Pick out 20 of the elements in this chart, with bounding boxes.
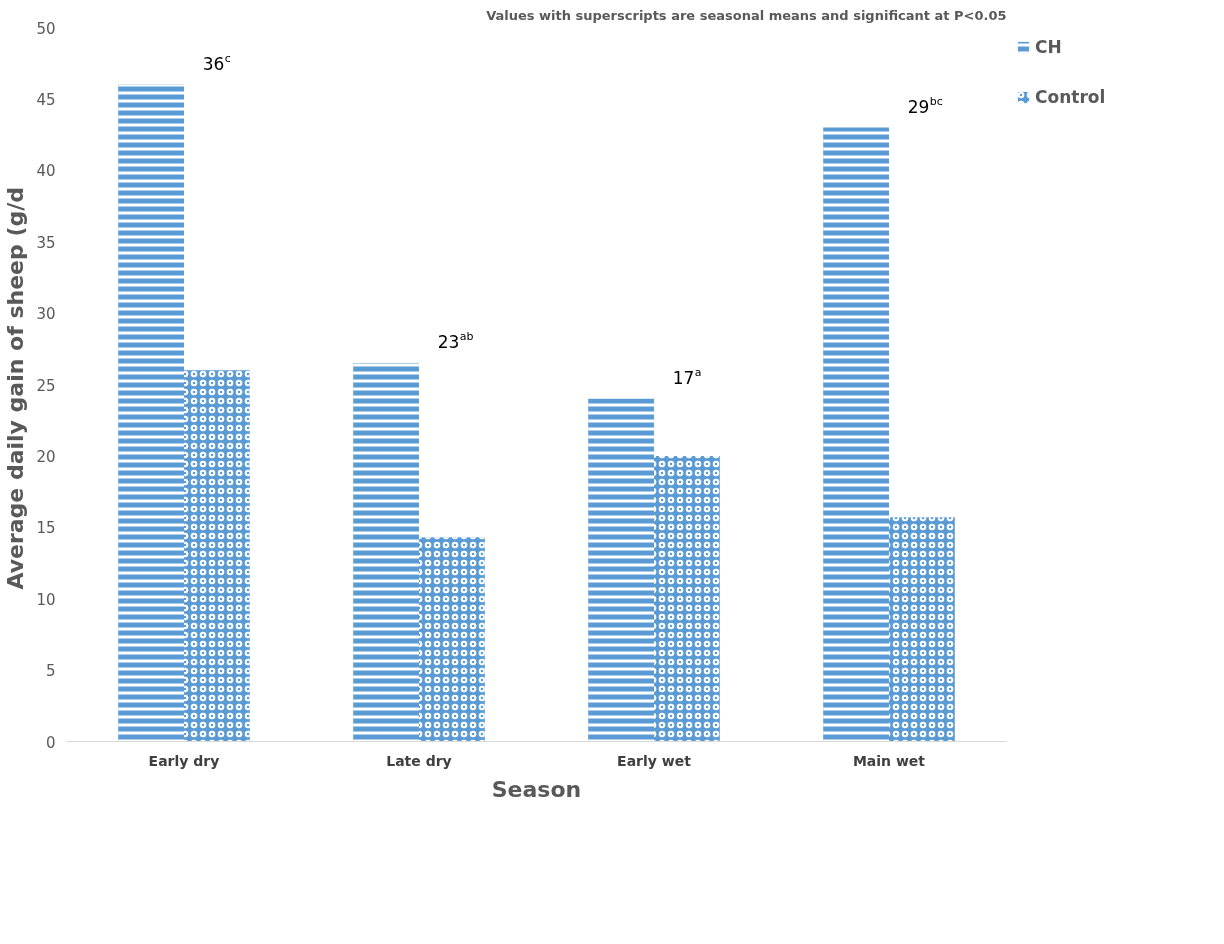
text: Values with superscripts are seasonal means and significant at P<0.05 [486,7,1007,23]
legend-label: CH [1035,37,1062,57]
y-tick-label: 30 [36,305,56,324]
legend-label: Control [1035,87,1106,107]
y-tick-label: 15 [36,519,56,538]
y-tick-label: 35 [36,233,56,252]
y-tick-label: 20 [36,447,56,466]
x-tick-label: Early dry [148,752,220,769]
x-tick-label: Main wet [852,752,926,769]
y-tick-label: 0 [45,733,56,752]
x-axis-title: Season [491,776,582,802]
x-tick-label: Late dry [386,752,452,769]
y-tick-label: 40 [36,162,56,181]
y-tick-label: 10 [36,590,56,609]
y-tick-label: 25 [36,376,56,395]
y-tick-label: 45 [36,90,56,109]
y-axis-title: Average daily gain of sheep (g/d [3,187,29,590]
x-tick-label: Early wet [617,752,692,769]
y-tick-label: 5 [45,662,56,681]
y-tick-label: 50 [36,19,56,38]
